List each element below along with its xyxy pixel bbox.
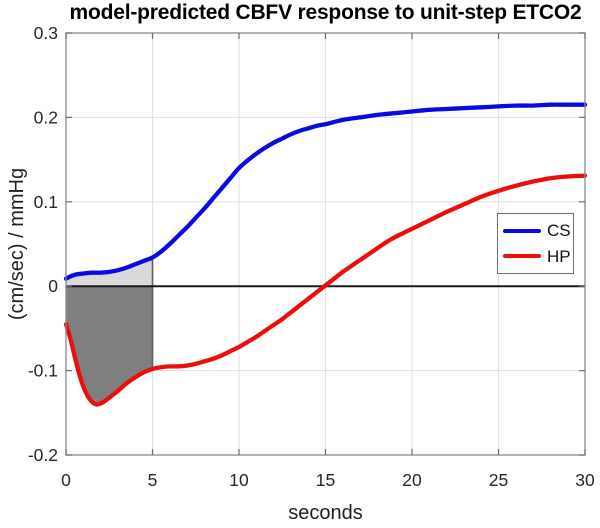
hp-curve [63,173,588,407]
legend-item-cs: CS [503,222,573,239]
cs-line-sample [503,228,541,233]
y-tick-label-0.1: 0.1 [34,192,58,212]
hp-line-sample [503,254,541,259]
y-tick-label--0.2: -0.2 [28,445,58,465]
legend-item-hp: HP [503,248,573,265]
x-tick-label-30: 30 [575,470,595,490]
x-tick-label-20: 20 [402,470,422,490]
legend-label-cs: CS [547,221,571,241]
y-tick-label-0: 0 [48,276,58,296]
legend: CS HP [497,213,574,274]
x-tick-label-5: 5 [148,470,158,490]
x-axis-label: seconds [288,502,363,524]
y-tick-label-0.3: 0.3 [34,23,58,43]
shaded-area-below-zero [66,286,153,405]
legend-label-hp: HP [547,246,571,266]
shaded-area-above-zero [66,257,153,287]
y-tick-label--0.1: -0.1 [28,361,58,381]
x-tick-label-15: 15 [316,470,335,490]
cs-curve [63,102,588,281]
x-tick-label-0: 0 [61,470,71,490]
x-tick-label-25: 25 [489,470,508,490]
y-tick-label-0.2: 0.2 [34,107,58,127]
chart-title: model-predicted CBFV response to unit-st… [69,1,582,24]
x-tick-label-10: 10 [229,470,249,490]
